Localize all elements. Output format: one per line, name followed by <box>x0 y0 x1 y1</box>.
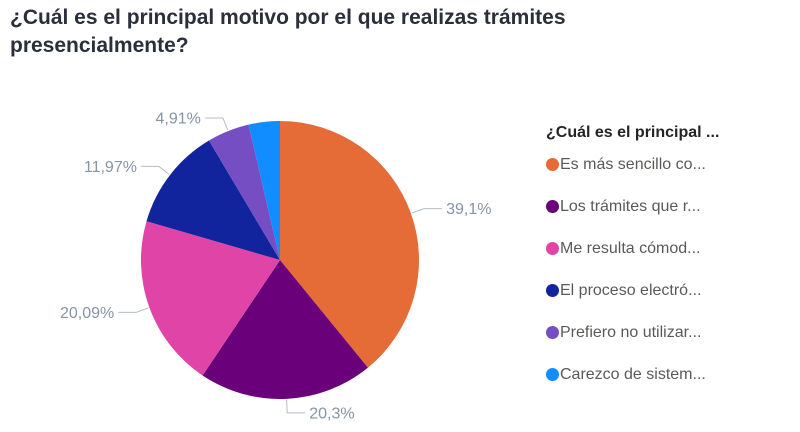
legend-swatch-icon <box>546 368 559 381</box>
legend-item-0[interactable]: Es más sencillo co... <box>546 155 796 174</box>
legend-item-label: El proceso electró... <box>560 281 702 299</box>
pie-label-leader-0 <box>411 208 443 214</box>
pie-label-4: 4,91% <box>156 111 201 128</box>
chart-title-line2: presencialmente? <box>10 34 189 57</box>
legend-item-5[interactable]: Carezco de sistem... <box>546 365 796 384</box>
legend-swatch-icon <box>546 284 559 297</box>
pie-label-1: 20,3% <box>309 405 354 422</box>
legend: ¿Cuál es el principal ... Es más sencill… <box>546 124 796 407</box>
legend-item-label: Es más sencillo co... <box>560 155 706 173</box>
legend-title: ¿Cuál es el principal ... <box>546 124 720 141</box>
chart-title: ¿Cuál es el principal motivo por el que … <box>10 4 730 60</box>
legend-item-2[interactable]: Me resulta cómod... <box>546 239 796 258</box>
pie-label-leader-1 <box>286 399 306 414</box>
pie-slice-3[interactable] <box>146 140 280 260</box>
pie-slice-2[interactable] <box>140 221 280 376</box>
pie-slice-1[interactable] <box>202 260 368 400</box>
legend-item-3[interactable]: El proceso electró... <box>546 281 796 300</box>
legend-item-label: Me resulta cómod... <box>560 239 701 257</box>
legend-swatch-icon <box>546 200 559 213</box>
legend-swatch-icon <box>546 326 559 339</box>
legend-swatch-icon <box>546 158 559 171</box>
legend-item-label: Prefiero no utilizar... <box>560 323 702 341</box>
legend-item-1[interactable]: Los trámites que r... <box>546 197 796 216</box>
pie-label-leader-3 <box>140 165 170 175</box>
pie-label-leader-4 <box>204 117 229 131</box>
pie-label-0: 39,1% <box>446 201 491 218</box>
legend-item-4[interactable]: Prefiero no utilizar... <box>546 323 796 342</box>
pie-slice-5[interactable] <box>248 121 280 260</box>
legend-item-label: Los trámites que r... <box>560 197 701 215</box>
pie-label-leader-2 <box>118 307 149 313</box>
pie-slice-4[interactable] <box>208 124 280 260</box>
legend-item-label: Carezco de sistem... <box>560 365 706 383</box>
chart-title-line1: ¿Cuál es el principal motivo por el que … <box>10 6 566 29</box>
legend-items: Es más sencillo co... Los trámites que r.… <box>546 155 796 384</box>
legend-swatch-icon <box>546 242 559 255</box>
pie-label-3: 11,97% <box>84 159 137 176</box>
pie-slice-0[interactable] <box>280 121 420 368</box>
pie-label-2: 20,09% <box>60 305 114 322</box>
